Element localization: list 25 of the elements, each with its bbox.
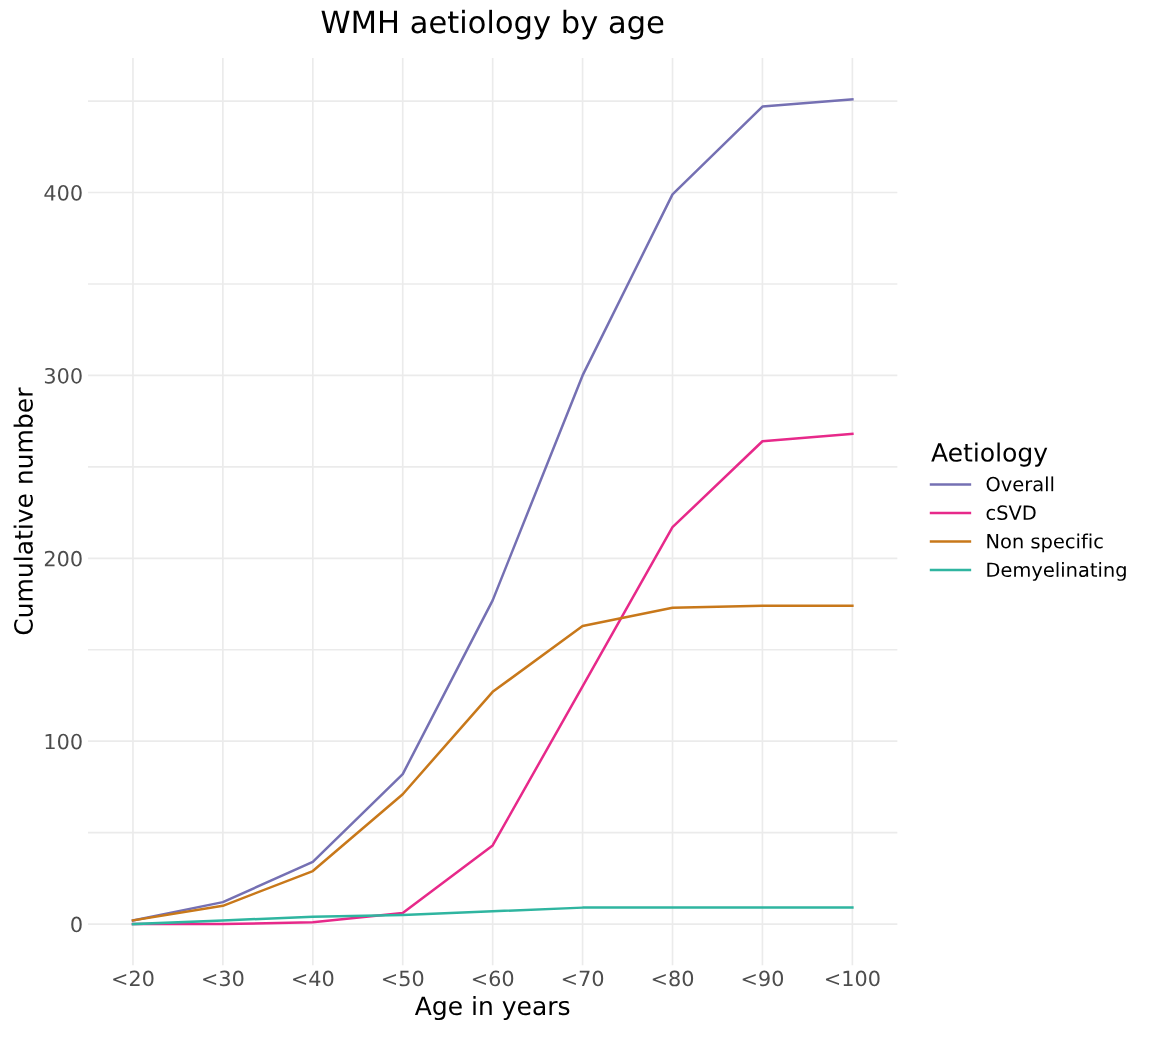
y-tick-label: 400 [44,184,82,201]
y-tick-label: 200 [44,550,82,567]
y-axis-title: Cumulative number [13,387,33,635]
x-axis-title: Age in years [414,995,570,1021]
x-tick-label: <90 [742,970,784,987]
legend-label: Non specific [987,533,1103,553]
x-tick-label: <60 [472,970,514,987]
x-tick-label: <40 [293,970,334,987]
line-series [131,604,854,922]
legend-title: Aetiology [931,442,1048,467]
line-series [131,98,854,922]
legend-label: Demyelinating [987,562,1126,581]
x-tick-label: <50 [382,970,424,987]
x-tick-label: <70 [562,970,604,987]
legend-label: cSVD [986,505,1036,521]
y-tick-label: 300 [44,367,82,384]
x-tick-label: <100 [825,970,880,987]
x-tick-label: <30 [203,970,244,987]
x-tick-label: <20 [113,970,154,987]
x-tick-label: <80 [652,970,694,987]
y-tick-label: 0 [71,916,82,933]
chart-title: WMH aetiology by age [321,9,664,40]
line-series [131,906,854,926]
legend-label: Overall [986,476,1054,492]
y-tick-label: 100 [45,733,82,750]
